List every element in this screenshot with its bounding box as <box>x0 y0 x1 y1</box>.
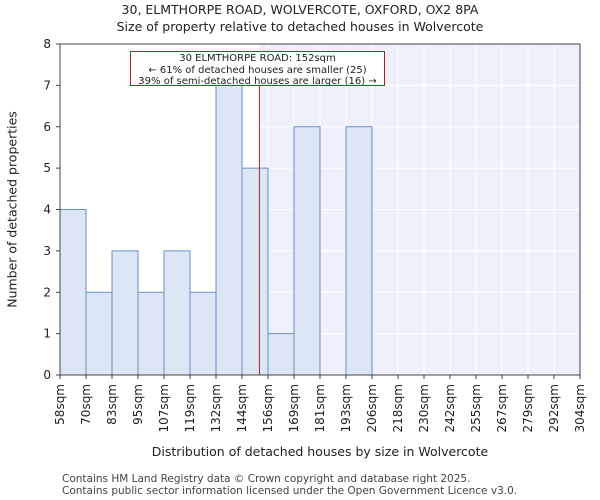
x-tick-label: 267sqm <box>495 384 509 432</box>
histogram-bar <box>137 291 165 376</box>
x-tick-label: 292sqm <box>547 384 561 432</box>
x-tick-label: 107sqm <box>157 384 171 432</box>
annotation-line-1: 30 ELMTHORPE ROAD: 152sqm <box>179 53 336 64</box>
y-tick-label: 5 <box>43 161 51 175</box>
x-tick-label: 193sqm <box>339 384 353 432</box>
annotation-line-2: ← 61% of detached houses are smaller (25… <box>148 64 367 76</box>
x-tick-label: 156sqm <box>261 384 275 432</box>
property-annotation-box: 30 ELMTHORPE ROAD: 152sqm ← 61% of detac… <box>130 51 385 87</box>
footer-licence: Contains public sector information licen… <box>62 485 518 497</box>
x-tick-label: 83sqm <box>105 384 119 425</box>
annotation-line-3: 39% of semi-detached houses are larger (… <box>138 76 377 87</box>
y-tick-label: 8 <box>43 37 51 51</box>
histogram-bar <box>59 209 87 376</box>
x-tick-label: 230sqm <box>417 384 431 432</box>
histogram-bar <box>345 126 373 376</box>
x-tick-label: 169sqm <box>287 384 301 432</box>
x-tick-label: 144sqm <box>235 384 249 432</box>
histogram-bar <box>189 291 217 376</box>
histogram-bar <box>267 333 295 376</box>
x-tick-label: 58sqm <box>53 384 67 425</box>
footer-copyright: Contains HM Land Registry data © Crown c… <box>62 473 471 485</box>
y-tick-label: 6 <box>43 120 51 134</box>
x-tick-label: 242sqm <box>443 384 457 432</box>
x-tick-label: 255sqm <box>469 384 483 432</box>
histogram-bar <box>111 250 139 376</box>
y-tick-label: 3 <box>43 244 51 258</box>
x-tick-label: 70sqm <box>79 384 93 425</box>
y-tick-label: 7 <box>43 78 51 92</box>
y-tick-label: 4 <box>43 203 51 217</box>
histogram-bar <box>241 167 269 376</box>
y-tick-label: 0 <box>43 368 51 382</box>
histogram-bar <box>293 126 321 376</box>
bars <box>59 84 373 376</box>
histogram-bar <box>215 84 243 376</box>
x-axis: 58sqm 70sqm 83sqm 95sqm 107sqm 119sqm 132sqm 14… <box>53 375 587 432</box>
chart-title: 30, ELMTHORPE ROAD, WOLVERCOTE, OXFORD, … <box>121 2 479 17</box>
histogram-bar <box>85 291 113 376</box>
y-tick-label: 1 <box>43 327 51 341</box>
x-tick-label: 181sqm <box>313 384 327 432</box>
y-tick-label: 2 <box>43 285 51 299</box>
x-tick-label: 304sqm <box>573 384 587 432</box>
x-tick-label: 95sqm <box>131 384 145 425</box>
histogram-bar <box>163 250 191 376</box>
x-tick-label: 119sqm <box>183 384 197 432</box>
chart-subtitle: Size of property relative to detached ho… <box>116 19 484 34</box>
x-tick-label: 218sqm <box>391 384 405 432</box>
x-tick-label: 279sqm <box>521 384 535 432</box>
y-axis-label: Number of detached properties <box>5 111 20 308</box>
x-tick-label: 206sqm <box>365 384 379 432</box>
y-axis: 0 1 2 3 4 5 6 7 8 <box>43 37 60 382</box>
x-tick-label: 132sqm <box>209 384 223 432</box>
x-axis-label: Distribution of detached houses by size … <box>152 444 489 459</box>
